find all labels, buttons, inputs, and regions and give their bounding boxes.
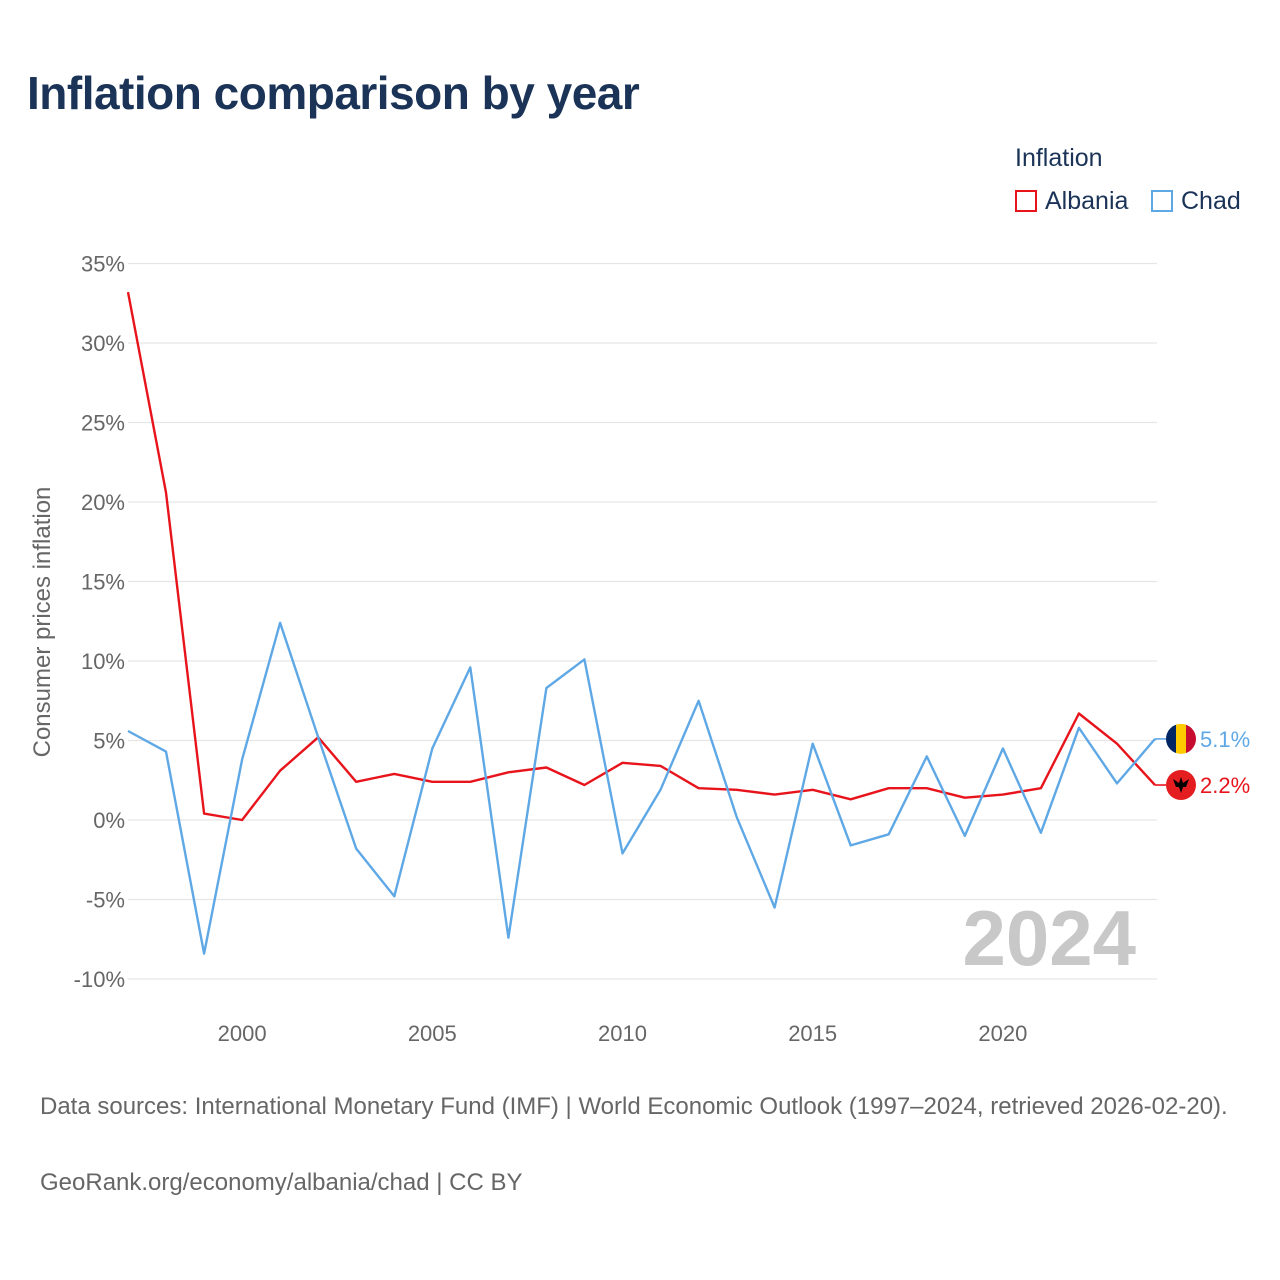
end-marker-albania: 2.2% (1155, 770, 1250, 801)
end-marker-chad: 5.1% (1155, 723, 1250, 754)
y-tick-label: 25% (81, 411, 125, 436)
y-tick-label: -10% (74, 967, 125, 992)
end-value-label-chad: 5.1% (1200, 727, 1250, 752)
end-markers: 2.2% 5.1% (1155, 723, 1250, 801)
albania-flag-icon (1166, 770, 1196, 801)
x-tick-label: 2010 (598, 1021, 647, 1046)
legend-item-chad[interactable]: Chad (1151, 186, 1241, 216)
end-value-label-albania: 2.2% (1200, 773, 1250, 798)
y-tick-label: 30% (81, 331, 125, 356)
series-line-albania (126, 291, 1156, 822)
y-axis-ticks: 35% 30% 25% 20% 15% 10% 5% 0% -5% -10% (74, 252, 125, 993)
legend-title: Inflation (1015, 144, 1103, 172)
grid-lines (128, 262, 1157, 980)
legend-item-albania[interactable]: Albania (1015, 186, 1128, 216)
attribution-link[interactable]: GeoRank.org/economy/albania/chad | CC BY (40, 1169, 523, 1196)
legend-label-albania: Albania (1045, 186, 1129, 215)
y-axis-label: Consumer prices inflation (29, 487, 56, 758)
y-tick-label: 15% (81, 570, 125, 595)
year-watermark: 2024 (962, 894, 1136, 982)
y-tick-label: 10% (81, 649, 125, 674)
y-tick-label: -5% (86, 888, 125, 913)
x-tick-label: 2005 (408, 1021, 457, 1046)
x-tick-label: 2000 (218, 1021, 267, 1046)
y-tick-label: 0% (93, 808, 125, 833)
line-chart: 35%30%25%20%15%10%5%0%-5%-10% 2000 2005 20… (29, 252, 1250, 1047)
chad-flag-icon (1166, 723, 1196, 754)
y-tick-label: 5% (93, 729, 125, 754)
series-lines (126, 291, 1156, 955)
legend-swatch-chad (1151, 190, 1173, 212)
x-tick-label: 2015 (788, 1021, 837, 1046)
x-axis-ticks: 2000 2005 2010 2015 2020 (218, 1021, 1028, 1046)
x-tick-label: 2020 (978, 1021, 1027, 1046)
legend-swatch-albania (1015, 190, 1037, 212)
y-tick-label: 35% (81, 252, 125, 277)
y-tick-label: 20% (81, 490, 125, 515)
legend-label-chad: Chad (1181, 186, 1241, 215)
data-source-note: Data sources: International Monetary Fun… (40, 1093, 1228, 1120)
series-line-chad (127, 621, 1156, 955)
page-title: Inflation comparison by year (27, 67, 640, 119)
